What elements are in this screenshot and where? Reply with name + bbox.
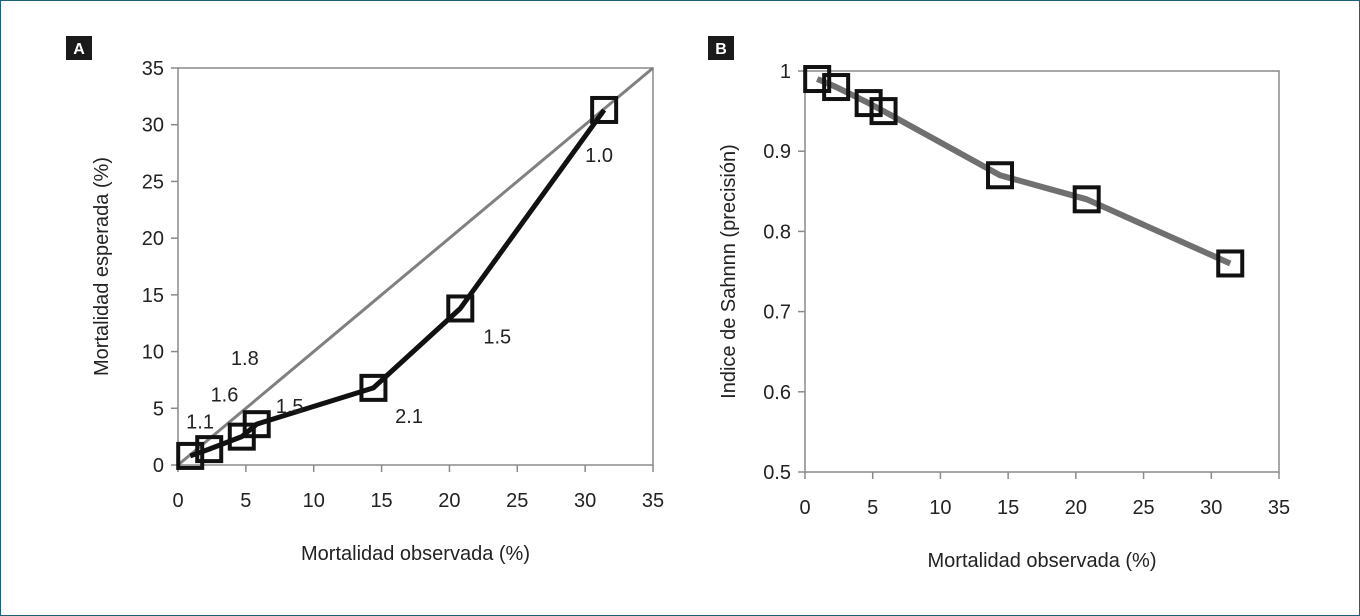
y-tick-label: 0.8 [763, 221, 791, 243]
data-point-marker [590, 95, 619, 124]
x-tick-label: 25 [506, 490, 528, 512]
x-tick-label: 35 [642, 490, 664, 512]
panel-badge-label: A [73, 41, 85, 58]
y-axis-title: Indice de Sahnnn (precisión) [718, 144, 740, 399]
x-tick-label: 30 [1200, 497, 1222, 519]
panel-badge [66, 36, 92, 60]
x-tick-label: 5 [867, 497, 878, 519]
data-point-marker [854, 89, 883, 118]
x-axis-title: Mortalidad observada (%) [301, 543, 530, 565]
y-tick-label: 0.7 [763, 302, 791, 324]
panel-badge [708, 36, 734, 60]
x-tick-label: 20 [438, 490, 460, 512]
y-tick-label: 10 [142, 342, 164, 364]
y-tick-label: 25 [142, 171, 164, 193]
y-tick-label: 20 [142, 228, 164, 250]
panel-badge-label: B [715, 41, 727, 58]
data-label: 1.5 [276, 396, 304, 418]
x-tick-label: 15 [997, 497, 1019, 519]
data-label: 1.0 [585, 145, 613, 167]
data-point-marker [242, 410, 271, 439]
x-tick-label: 5 [240, 490, 251, 512]
x-tick-label: 0 [172, 490, 183, 512]
data-label: 1.5 [483, 327, 511, 349]
data-label: 1.6 [211, 384, 239, 406]
y-tick-label: 0 [153, 455, 164, 477]
data-point-marker [986, 161, 1015, 190]
panel-a: A 0 5 10 15 20 25 30 35 0 5 10 15 20 25 30 35 Mortalidad … [66, 36, 664, 565]
identity-line [177, 66, 654, 467]
series-line [189, 108, 607, 459]
data-point-marker [195, 435, 224, 464]
x-tick-label: 20 [1065, 497, 1087, 519]
y-tick-label: 1 [780, 61, 791, 83]
x-tick-label: 10 [303, 490, 325, 512]
data-point-marker [359, 373, 388, 402]
data-point-marker [1072, 185, 1101, 214]
data-point-marker [822, 73, 851, 102]
series-line [816, 76, 1232, 267]
data-label: 2.1 [395, 406, 423, 428]
x-tick-label: 10 [929, 497, 951, 519]
y-tick-label: 30 [142, 115, 164, 137]
y-tick-label: 35 [142, 58, 164, 80]
data-point-marker [869, 97, 898, 126]
x-axis-title: Mortalidad observada (%) [928, 550, 1157, 572]
data-point-marker [446, 294, 475, 323]
data-point-marker [803, 65, 832, 94]
x-tick-label: 25 [1132, 497, 1154, 519]
x-tick-label: 30 [574, 490, 596, 512]
data-label: 1.8 [231, 348, 259, 370]
panel-b: B 0 5 10 15 20 25 30 35 0.5 0.6 0.7 0.8 0.9 1 Mortalida… [708, 36, 1290, 572]
plot-area [804, 70, 1280, 473]
y-axis-title: Mortalidad esperada (%) [91, 157, 113, 376]
data-point-marker [176, 441, 205, 470]
x-tick-label: 0 [799, 497, 810, 519]
data-label: 1.1 [186, 412, 214, 434]
y-tick-label: 15 [142, 285, 164, 307]
y-tick-label: 0.5 [763, 462, 791, 484]
y-tick-label: 5 [153, 398, 164, 420]
data-point-marker [1216, 249, 1245, 278]
y-tick-label: 0.9 [763, 141, 791, 163]
x-tick-label: 15 [370, 490, 392, 512]
y-tick-label: 0.6 [763, 382, 791, 404]
plot-area [177, 67, 654, 466]
x-tick-label: 35 [1268, 497, 1290, 519]
